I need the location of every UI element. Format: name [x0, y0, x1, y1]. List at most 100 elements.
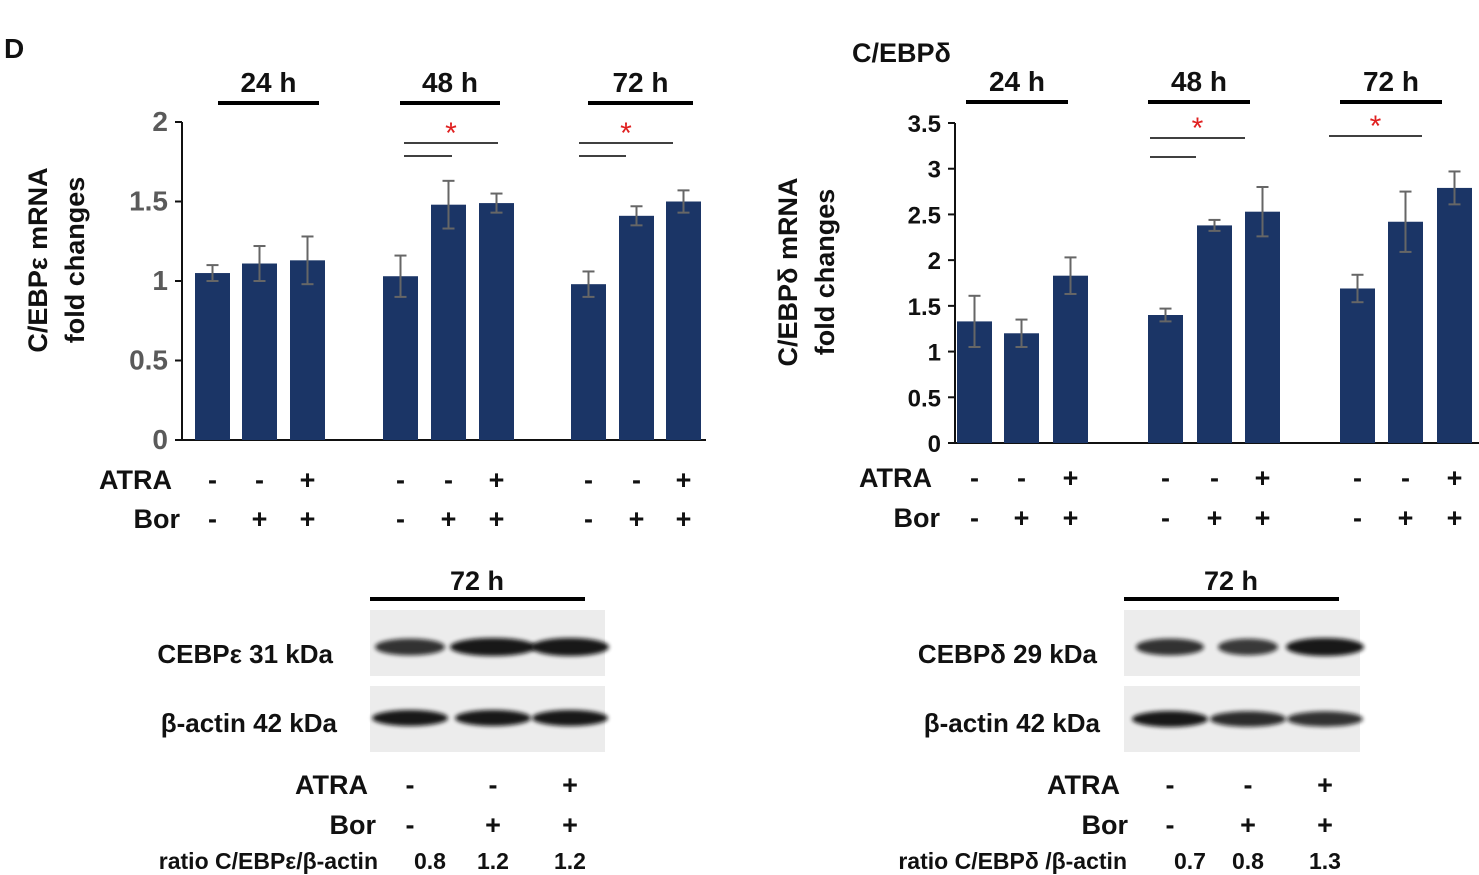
blot-bor-sign: + [485, 810, 501, 840]
blot-band [1286, 638, 1364, 656]
bar [619, 215, 654, 440]
blot-1-ratio-label: ratio C/EBPε/β-actin [159, 848, 378, 874]
bar [242, 263, 277, 440]
chart-2: C/EBPδ C/EBPδ mRNA fold changes ATRA Bor… [773, 38, 1479, 533]
atra-sign: - [1017, 463, 1026, 493]
bar [383, 276, 418, 440]
blot-bor-sign: - [406, 810, 415, 840]
bar [1148, 315, 1183, 443]
blot-bor-sign: - [1166, 810, 1175, 840]
blot-atra-sign: - [1244, 770, 1253, 800]
blot-1-atra-label: ATRA [295, 770, 368, 800]
y-tick-label: 1.5 [129, 186, 168, 217]
atra-sign: - [444, 465, 453, 495]
bar [1340, 288, 1375, 443]
blot-band [1287, 711, 1363, 727]
y-tick-label: 2 [152, 106, 168, 137]
bar [431, 204, 466, 440]
blot-band [372, 710, 448, 726]
atra-sign: - [1161, 463, 1170, 493]
chart-2-ylabel-line2: fold changes [810, 189, 840, 356]
chart-1-ylabel-line1: C/EBPε mRNA [23, 167, 53, 352]
chart-1-bor-row-label: Bor [134, 504, 181, 534]
y-tick-label: 1.5 [908, 294, 941, 321]
atra-sign: + [1447, 463, 1463, 493]
bar [479, 203, 514, 440]
blot-bor-sign: + [562, 810, 578, 840]
y-tick-label: 3.5 [908, 111, 941, 138]
bar [571, 284, 606, 440]
bar [1053, 275, 1088, 443]
y-tick-label: 1 [152, 265, 168, 296]
blot-atra-sign: - [489, 770, 498, 800]
bor-sign: - [1161, 503, 1170, 533]
bor-sign: + [1207, 503, 1223, 533]
bor-sign: - [396, 504, 405, 534]
bor-sign: + [1255, 503, 1271, 533]
blot-band [531, 638, 609, 656]
bor-sign: - [584, 504, 593, 534]
blot-band [1132, 711, 1208, 727]
bor-sign: + [1063, 503, 1079, 533]
y-tick-label: 3 [928, 157, 941, 184]
atra-sign: - [1353, 463, 1362, 493]
bor-sign: + [1014, 503, 1030, 533]
significance-star: * [1370, 110, 1382, 143]
y-tick-label: 1 [928, 340, 941, 367]
blot-2-atra-label: ATRA [1047, 770, 1120, 800]
bor-sign: + [441, 504, 457, 534]
blot-band [375, 638, 445, 656]
group-label: 72 h [612, 67, 668, 98]
atra-sign: - [584, 465, 593, 495]
blot-bor-sign: + [1317, 810, 1333, 840]
blot-band [532, 710, 608, 726]
blot-2-band1-label: CEBPδ 29 kDa [918, 639, 1098, 669]
bor-sign: - [970, 503, 979, 533]
group-label: 48 h [1171, 66, 1227, 97]
blot-ratio-value: 0.8 [414, 848, 446, 874]
chart-2-atra-row-label: ATRA [859, 463, 932, 493]
chart-2-title: C/EBPδ [852, 38, 951, 68]
blot-band [1210, 711, 1286, 727]
significance-star: * [620, 117, 632, 150]
chart-2-bor-row-label: Bor [894, 503, 941, 533]
bor-sign: - [208, 504, 217, 534]
y-tick-label: 2 [928, 248, 941, 275]
blot-atra-sign: + [562, 770, 578, 800]
blot-1-band2-label: β-actin 42 kDa [161, 708, 338, 738]
bar [666, 201, 701, 440]
atra-sign: + [300, 465, 316, 495]
blot-1-band1-label: CEBPε 31 kDa [157, 639, 333, 669]
blot-1: 72 h CEBPε 31 kDa β-actin 42 kDa - - 0.8 - +… [157, 566, 609, 874]
blot-2-ratio-label: ratio C/EBPδ /β-actin [898, 848, 1127, 874]
atra-sign: - [1401, 463, 1410, 493]
group-label: 48 h [422, 67, 478, 98]
atra-sign: - [1210, 463, 1219, 493]
blot-band [1218, 638, 1278, 656]
bor-sign: + [300, 504, 316, 534]
chart-2-ylabel-line1: C/EBPδ mRNA [773, 178, 803, 367]
blot-ratio-value: 1.2 [477, 848, 509, 874]
bor-sign: - [1353, 503, 1362, 533]
bor-sign: + [1447, 503, 1463, 533]
blot-atra-sign: - [406, 770, 415, 800]
significance-star: * [445, 117, 457, 150]
atra-sign: - [970, 463, 979, 493]
atra-sign: - [208, 465, 217, 495]
atra-sign: + [676, 465, 692, 495]
bar [1245, 211, 1280, 443]
blot-ratio-value: 1.2 [554, 848, 586, 874]
bar [195, 273, 230, 440]
atra-sign: - [255, 465, 264, 495]
blot-band [450, 638, 536, 656]
bor-sign: + [1398, 503, 1414, 533]
atra-sign: + [1255, 463, 1271, 493]
blot-atra-sign: - [1166, 770, 1175, 800]
bar [1388, 221, 1423, 443]
chart-1-atra-row-label: ATRA [99, 465, 172, 495]
y-tick-label: 0 [928, 431, 941, 458]
blot-1-bor-label: Bor [330, 810, 377, 840]
y-tick-label: 0 [152, 424, 168, 455]
bor-sign: + [676, 504, 692, 534]
